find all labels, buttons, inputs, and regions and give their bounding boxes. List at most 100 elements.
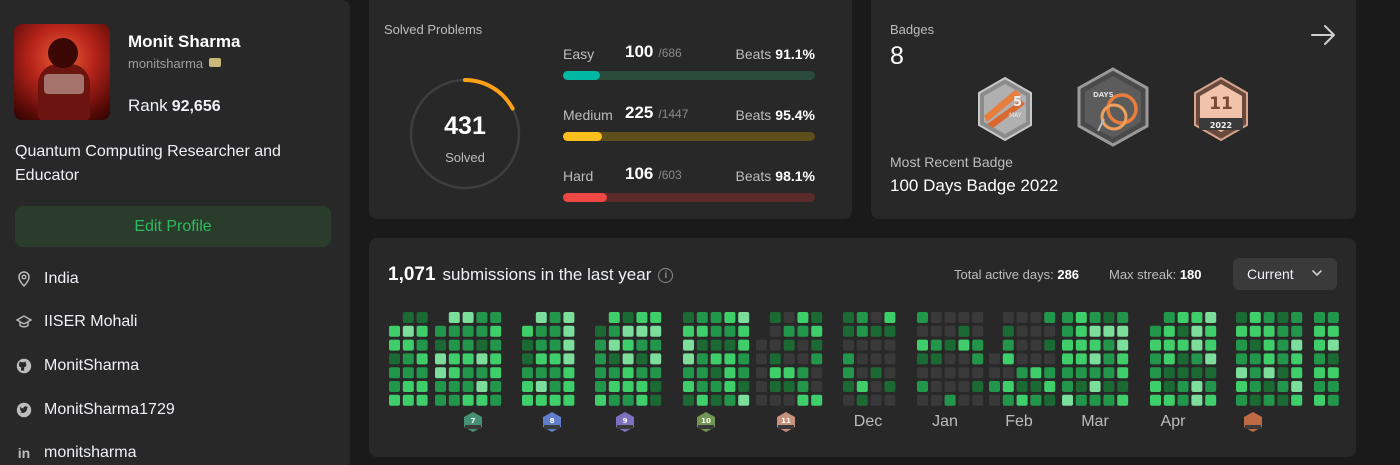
heatmap-cell[interactable] (811, 367, 823, 379)
heatmap-cell[interactable] (549, 381, 561, 392)
heatmap-cell[interactable] (563, 325, 575, 337)
heatmap-cell[interactable] (884, 325, 896, 337)
heatmap-cell[interactable] (1030, 339, 1042, 351)
heatmap-cell[interactable] (1062, 353, 1073, 365)
heatmap-cell[interactable] (1075, 353, 1087, 365)
heatmap-cell[interactable] (462, 394, 474, 406)
heatmap-cell[interactable] (522, 325, 533, 337)
heatmap-cell[interactable] (1263, 353, 1275, 365)
heatmap-cell[interactable] (1249, 381, 1261, 392)
heatmap-cell[interactable] (622, 394, 634, 406)
heatmap-cell[interactable] (870, 353, 882, 365)
heatmap-cell[interactable] (1291, 381, 1303, 392)
heatmap-cell[interactable] (843, 339, 854, 351)
heatmap-cell[interactable] (416, 312, 428, 323)
heatmap-cell[interactable] (622, 381, 634, 392)
heatmap-cell[interactable] (1062, 394, 1073, 406)
heatmap-cell[interactable] (1089, 367, 1101, 379)
heatmap-cell[interactable] (476, 394, 488, 406)
heatmap-cell[interactable] (783, 381, 795, 392)
heatmap-cell[interactable] (1016, 367, 1028, 379)
heatmap-cell[interactable] (1089, 339, 1101, 351)
heatmap-cell[interactable] (769, 381, 781, 392)
heatmap-cell[interactable] (683, 325, 694, 337)
github-row[interactable]: MonitSharma (16, 357, 139, 375)
heatmap-cell[interactable] (944, 339, 956, 351)
heatmap-cell[interactable] (448, 394, 460, 406)
heatmap-cell[interactable] (856, 325, 868, 337)
heatmap-cell[interactable] (402, 394, 414, 406)
heatmap-cell[interactable] (856, 353, 868, 365)
heatmap-cell[interactable] (856, 367, 868, 379)
heatmap-cell[interactable] (476, 312, 488, 323)
heatmap-cell[interactable] (563, 353, 575, 365)
heatmap-cell[interactable] (843, 325, 854, 337)
heatmap-cell[interactable] (930, 353, 942, 365)
heatmap-cell[interactable] (535, 367, 547, 379)
heatmap-cell[interactable] (448, 339, 460, 351)
heatmap-cell[interactable] (930, 367, 942, 379)
heatmap-cell[interactable] (724, 339, 736, 351)
heatmap-cell[interactable] (490, 325, 502, 337)
monthly-badge-icon[interactable]: 8 (541, 411, 563, 433)
heatmap-cell[interactable] (958, 353, 970, 365)
heatmap-cell[interactable] (535, 325, 547, 337)
heatmap-cell[interactable] (944, 394, 956, 406)
100-days-badge-icon[interactable]: DAYS (1076, 67, 1150, 147)
info-icon[interactable]: i (658, 267, 674, 283)
heatmap-cell[interactable] (1191, 353, 1203, 365)
heatmap-cell[interactable] (608, 394, 620, 406)
heatmap-cell[interactable] (756, 394, 767, 406)
heatmap-cell[interactable] (856, 312, 868, 323)
heatmap-cell[interactable] (608, 325, 620, 337)
heatmap-cell[interactable] (1089, 312, 1101, 323)
heatmap-cell[interactable] (522, 367, 533, 379)
heatmap-cell[interactable] (448, 381, 460, 392)
heatmap-cell[interactable] (769, 353, 781, 365)
heatmap-cell[interactable] (608, 381, 620, 392)
heatmap-cell[interactable] (917, 353, 928, 365)
heatmap-cell[interactable] (476, 367, 488, 379)
heatmap-cell[interactable] (989, 394, 1000, 406)
heatmap-cell[interactable] (535, 339, 547, 351)
heatmap-cell[interactable] (435, 381, 446, 392)
heatmap-cell[interactable] (402, 367, 414, 379)
heatmap-cell[interactable] (448, 353, 460, 365)
heatmap-cell[interactable] (1030, 353, 1042, 365)
heatmap-cell[interactable] (1205, 339, 1217, 351)
heatmap-cell[interactable] (783, 339, 795, 351)
heatmap-cell[interactable] (1016, 312, 1028, 323)
heatmap-cell[interactable] (1030, 394, 1042, 406)
heatmap-cell[interactable] (389, 353, 400, 365)
heatmap-cell[interactable] (389, 394, 400, 406)
heatmap-cell[interactable] (769, 312, 781, 323)
heatmap-cell[interactable] (448, 312, 460, 323)
monthly-badge-icon[interactable]: 10 (695, 411, 717, 433)
heatmap-cell[interactable] (462, 339, 474, 351)
heatmap-cell[interactable] (490, 339, 502, 351)
heatmap-cell[interactable] (958, 381, 970, 392)
heatmap-cell[interactable] (756, 339, 767, 351)
heatmap-cell[interactable] (595, 394, 606, 406)
heatmap-cell[interactable] (917, 312, 928, 323)
heatmap-cell[interactable] (843, 353, 854, 365)
heatmap-cell[interactable] (490, 394, 502, 406)
heatmap-cell[interactable] (696, 312, 708, 323)
heatmap-cell[interactable] (402, 353, 414, 365)
heatmap-cell[interactable] (917, 367, 928, 379)
heatmap-cell[interactable] (1191, 325, 1203, 337)
heatmap-cell[interactable] (416, 325, 428, 337)
heatmap-cell[interactable] (1177, 312, 1189, 323)
heatmap-cell[interactable] (884, 394, 896, 406)
heatmap-cell[interactable] (1103, 381, 1115, 392)
heatmap-cell[interactable] (490, 367, 502, 379)
heatmap-cell[interactable] (1044, 367, 1056, 379)
heatmap-cell[interactable] (448, 367, 460, 379)
heatmap-cell[interactable] (1163, 312, 1175, 323)
heatmap-cell[interactable] (416, 381, 428, 392)
heatmap-cell[interactable] (1117, 312, 1129, 323)
heatmap-cell[interactable] (696, 394, 708, 406)
heatmap-cell[interactable] (856, 339, 868, 351)
heatmap-cell[interactable] (1314, 367, 1325, 379)
heatmap-cell[interactable] (724, 381, 736, 392)
